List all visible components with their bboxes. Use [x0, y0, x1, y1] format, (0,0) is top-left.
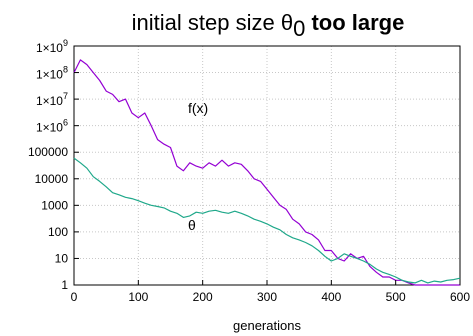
y-tick-label: 10 — [55, 251, 69, 265]
y-tick-label: 1 — [61, 278, 68, 292]
x-tick-label: 0 — [71, 290, 78, 304]
x-tick-label: 600 — [450, 290, 470, 304]
plot-frame — [73, 45, 461, 286]
x-tick-label: 300 — [257, 290, 277, 304]
y-tick-label: 100000 — [28, 145, 68, 159]
x-tick-label: 400 — [321, 290, 341, 304]
axis-ticks: 0 100 200 300 400 500 600 1 10 100 1000 10000 100000… — [28, 38, 470, 304]
x-tick-label: 100 — [128, 290, 148, 304]
annotation-label: θ — [188, 217, 196, 233]
grid — [73, 45, 461, 286]
y-tick-label: 10000 — [35, 172, 69, 186]
y-tick-label: 1×109 — [36, 38, 68, 55]
annotation-label: f(x) — [188, 100, 208, 116]
y-tick-label: 1000 — [41, 198, 68, 212]
x-axis-label: generations — [233, 318, 301, 333]
y-tick-label: 1×107 — [36, 91, 68, 108]
x-tick-label: 200 — [193, 290, 213, 304]
title-subscript: 0 — [293, 16, 305, 41]
series-line-1 — [73, 157, 461, 284]
y-tick-label: 1×106 — [36, 118, 68, 135]
y-tick-label: 100 — [48, 225, 68, 239]
y-tick-label: 1×108 — [36, 65, 68, 82]
chart-title: initial step size θ0 too large — [132, 10, 405, 41]
x-tick-label: 500 — [386, 290, 406, 304]
title-emphasis: too large — [311, 10, 404, 35]
title-prefix: initial step size θ — [132, 10, 293, 35]
annotations: f(x) θ — [188, 100, 208, 233]
